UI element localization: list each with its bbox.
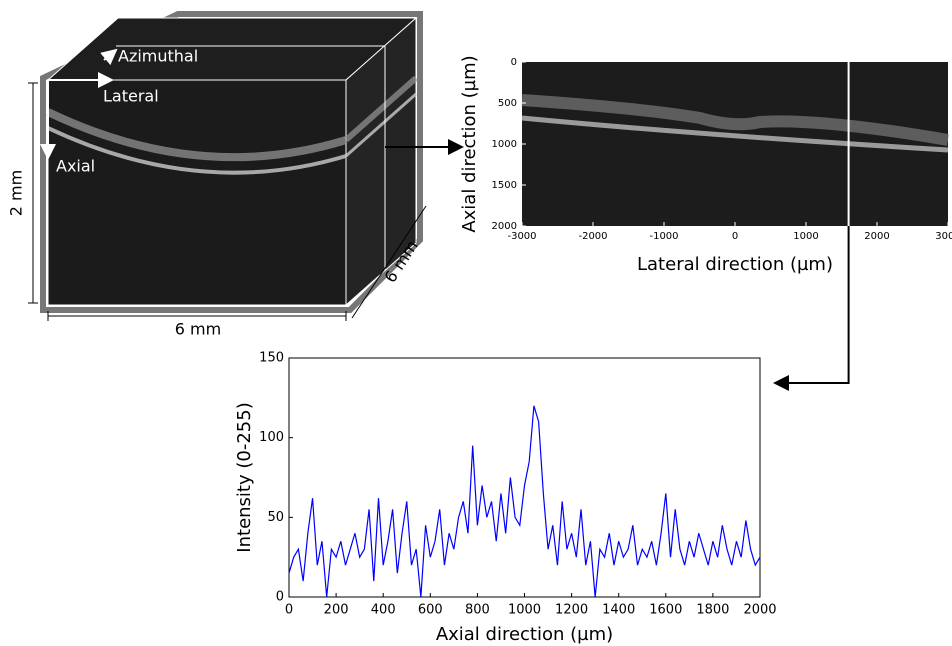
x-tick-label: 1400 — [602, 603, 635, 618]
y-tick-label: 100 — [259, 430, 284, 445]
x-tick-label: 0 — [732, 231, 738, 242]
x-tick-label: -3000 — [507, 231, 536, 242]
y-axis-label: Intensity (0-255) — [234, 402, 255, 552]
x-tick-label: 800 — [465, 603, 490, 618]
x-tick-label: 200 — [324, 603, 349, 618]
x-tick-label: 600 — [418, 603, 443, 618]
y-tick-label: 1000 — [492, 139, 517, 150]
plot-frame — [288, 357, 761, 598]
y-axis-label: Axial direction (µm) — [459, 55, 480, 232]
retina-layer — [521, 94, 950, 146]
x-tick-label: 0 — [285, 603, 293, 618]
cube — [28, 11, 464, 321]
cube-label: Axial — [56, 157, 95, 176]
connector-arrow — [773, 226, 850, 391]
y-tick-label: 0 — [511, 57, 517, 68]
cube-label: Lateral — [103, 87, 159, 106]
x-tick-label: 2000 — [743, 603, 776, 618]
x-axis-label: Axial direction (µm) — [436, 624, 613, 645]
x-tick-label: 1000 — [793, 231, 818, 242]
y-tick-label: 1500 — [492, 180, 517, 191]
x-axis-label: Lateral direction (µm) — [637, 254, 833, 275]
y-tick-label: 150 — [259, 351, 284, 366]
x-tick-label: 1200 — [555, 603, 588, 618]
retina-layer — [521, 115, 949, 153]
dimension-label: 6 mm — [175, 320, 221, 339]
x-tick-label: -2000 — [578, 231, 607, 242]
x-tick-label: 1000 — [508, 603, 541, 618]
y-tick-label: 50 — [267, 510, 284, 525]
x-tick-label: 2000 — [864, 231, 889, 242]
y-tick-label: 500 — [498, 98, 517, 109]
dimension-label: 2 mm — [7, 170, 26, 216]
x-tick-label: 1600 — [649, 603, 682, 618]
y-tick-label: 0 — [276, 590, 284, 605]
x-tick-label: 400 — [371, 603, 396, 618]
cube-label: Azimuthal — [118, 47, 198, 66]
x-tick-label: 1800 — [696, 603, 729, 618]
x-tick-label: -1000 — [649, 231, 678, 242]
x-tick-label: 3000 — [935, 231, 952, 242]
data-line — [288, 405, 761, 598]
y-tick-label: 2000 — [492, 221, 517, 232]
